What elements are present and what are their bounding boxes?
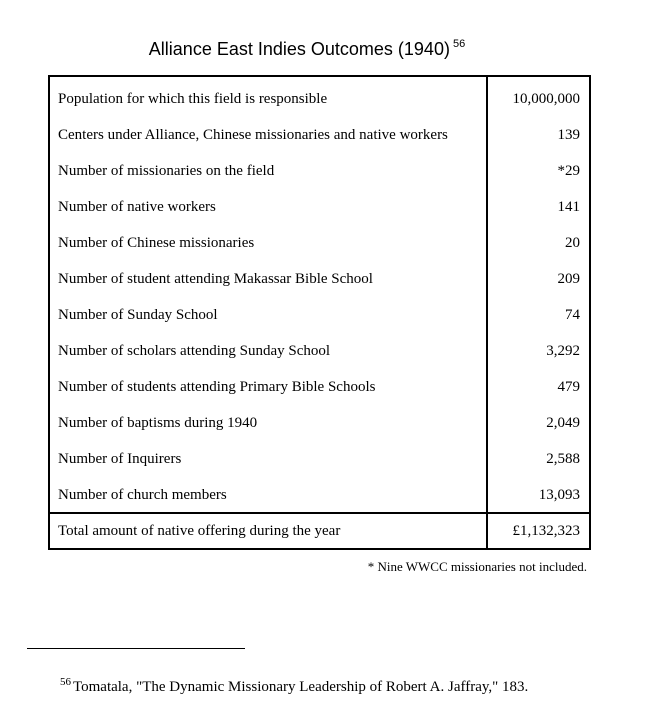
row-label: Number of baptisms during 1940 (58, 415, 258, 431)
row-value: 2,049 (546, 415, 580, 431)
row-value: *29 (557, 163, 581, 179)
row-value: 2,588 (546, 451, 580, 467)
outcomes-table: Population for which this field is respo… (48, 75, 591, 550)
row-value: 3,292 (546, 343, 580, 359)
row-value: 13,093 (538, 487, 580, 503)
footnote-rule (27, 648, 245, 649)
table-row: Number of students attending Primary Bib… (50, 370, 589, 406)
table-row: Number of baptisms during 1940 2,049 (50, 406, 589, 442)
row-value: 479 (557, 379, 581, 395)
table-row: Number of Inquirers 2,588 (50, 442, 589, 478)
table-row: Number of scholars attending Sunday Scho… (50, 334, 589, 370)
footnote-reference: 56 (452, 38, 466, 50)
row-label: Number of student attending Makassar Bib… (58, 271, 373, 287)
row-label: Population for which this field is respo… (58, 91, 328, 107)
table-note: * Nine WWCC missionaries not included. (367, 559, 587, 574)
total-value: £1,132,323 (512, 523, 581, 539)
row-label: Number of Inquirers (58, 451, 182, 467)
table-row: Centers under Alliance, Chinese missiona… (50, 118, 589, 154)
total-label: Total amount of native offering during t… (58, 523, 341, 539)
table-row: Number of Chinese missionaries 20 (50, 226, 589, 262)
row-value: 74 (565, 307, 580, 323)
footnote-number: 56 (60, 676, 71, 688)
row-value: 10,000,000 (512, 91, 581, 107)
row-label: Number of missionaries on the field (58, 163, 275, 179)
table-row: Population for which this field is respo… (50, 82, 589, 118)
row-label: Number of native workers (58, 199, 216, 215)
table-row: Number of missionaries on the field *29 (50, 154, 589, 190)
table-row: Number of student attending Makassar Bib… (50, 262, 589, 298)
row-label: Number of Chinese missionaries (58, 235, 255, 251)
table-row: Number of church members 13,093 (50, 478, 589, 514)
column-divider (486, 77, 488, 548)
row-value: 20 (565, 235, 580, 251)
row-label: Centers under Alliance, Chinese missiona… (58, 127, 448, 143)
row-value: 209 (557, 271, 581, 287)
title-text: Alliance East Indies Outcomes (1940) (148, 39, 450, 59)
row-label: Number of Sunday School (58, 307, 218, 323)
table-title: Alliance East Indies Outcomes (1940) 56 (0, 38, 614, 60)
row-label: Number of church members (58, 487, 227, 503)
row-value: 141 (557, 199, 581, 215)
row-label: Number of scholars attending Sunday Scho… (58, 343, 331, 359)
row-value: 139 (557, 127, 581, 143)
table-row: Number of Sunday School 74 (50, 298, 589, 334)
total-row: Total amount of native offering during t… (50, 512, 589, 550)
footnote: 56 Tomatala, "The Dynamic Missionary Lead… (60, 676, 528, 696)
row-label: Number of students attending Primary Bib… (58, 379, 376, 395)
footnote-text: Tomatala, "The Dynamic Missionary Leader… (73, 679, 529, 695)
table-row: Number of native workers 141 (50, 190, 589, 226)
table-body: Population for which this field is respo… (50, 82, 589, 514)
